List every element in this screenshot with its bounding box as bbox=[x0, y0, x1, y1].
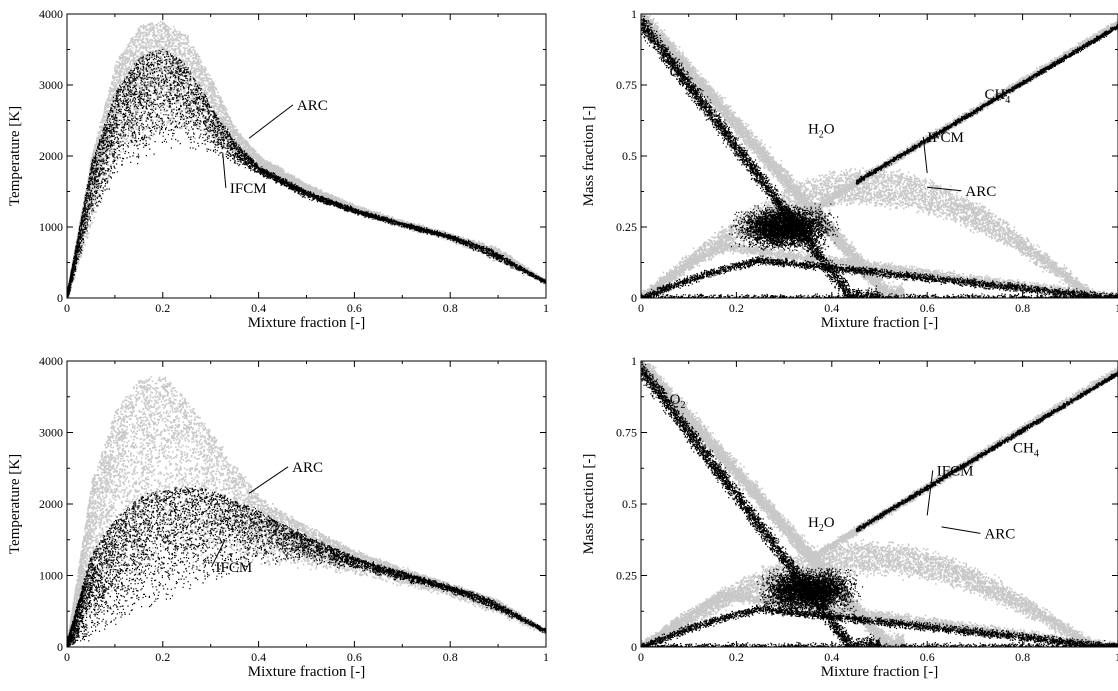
x-tick-label: 0.6 bbox=[347, 650, 362, 664]
series-arc-points bbox=[641, 14, 1118, 299]
y-tick-label: 2000 bbox=[39, 149, 63, 163]
annotation-pointer bbox=[927, 470, 933, 515]
annotation-pointer bbox=[249, 467, 288, 493]
series-arc-points bbox=[641, 361, 1118, 648]
y-tick-label: 0.75 bbox=[616, 78, 637, 92]
annotation-label: IFCM bbox=[927, 130, 964, 146]
y-tick-label: 0.25 bbox=[616, 569, 637, 583]
x-tick-label: 0.6 bbox=[347, 301, 362, 315]
species-label: H2O bbox=[808, 121, 835, 140]
y-tick-label: 0 bbox=[631, 291, 637, 305]
x-tick-label: 0.8 bbox=[443, 650, 458, 664]
series-ifcm-points bbox=[67, 486, 547, 648]
x-tick-label: 0.4 bbox=[251, 301, 266, 315]
y-tick-label: 0 bbox=[57, 291, 63, 305]
annotation-pointer bbox=[942, 527, 981, 533]
species-label: CH4 bbox=[1013, 441, 1039, 460]
x-tick-label: 0 bbox=[638, 650, 644, 664]
y-tick-label: 0 bbox=[57, 640, 63, 654]
x-axis-title: Mixture fraction [-] bbox=[248, 315, 365, 331]
y-tick-label: 0.25 bbox=[616, 220, 637, 234]
x-axis-title: Mixture fraction [-] bbox=[248, 664, 365, 680]
y-tick-label: 3000 bbox=[39, 426, 63, 440]
plot-area bbox=[641, 14, 1118, 299]
x-tick-label: 0.8 bbox=[443, 301, 458, 315]
plot-area bbox=[641, 361, 1118, 648]
panel-top-left: 0 0.2 0.4 0.6 0.8 1 0 1000 2000 3000 4000 Mixture f… bbox=[7, 7, 549, 331]
y-tick-label: 1000 bbox=[39, 569, 63, 583]
y-axis-title: Mass fraction [-] bbox=[581, 106, 597, 207]
annotation-label: IFCM bbox=[215, 560, 252, 576]
annotation-label: ARC bbox=[297, 98, 328, 114]
annotation-pointer bbox=[223, 152, 226, 187]
y-tick-label: 0.5 bbox=[622, 149, 637, 163]
x-tick-label: 0.2 bbox=[729, 650, 744, 664]
x-tick-label: 0.4 bbox=[251, 650, 266, 664]
plot-area bbox=[67, 376, 548, 650]
x-tick-label: 1 bbox=[543, 650, 549, 664]
plot-area bbox=[67, 21, 548, 300]
y-tick-label: 0.75 bbox=[616, 426, 637, 440]
x-tick-label: 1 bbox=[543, 301, 549, 315]
x-tick-label: 0.6 bbox=[920, 301, 935, 315]
series-arc-points bbox=[67, 376, 548, 650]
x-tick-label: 0.8 bbox=[1015, 650, 1030, 664]
x-tick-label: 0 bbox=[638, 301, 644, 315]
y-tick-label: 4000 bbox=[39, 354, 63, 368]
species-label: H2O bbox=[808, 515, 835, 534]
x-tick-label: 0.2 bbox=[729, 301, 744, 315]
y-tick-label: 4000 bbox=[39, 7, 63, 21]
x-tick-label: 0 bbox=[64, 650, 70, 664]
x-tick-label: 0 bbox=[64, 301, 70, 315]
annotation-label: ARC bbox=[984, 526, 1015, 542]
annotation-label: IFCM bbox=[937, 463, 974, 479]
x-tick-label: 0.2 bbox=[155, 301, 170, 315]
y-axis-title: Mass fraction [-] bbox=[581, 454, 597, 555]
x-tick-label: 0.6 bbox=[920, 650, 935, 664]
x-axis-title: Mixture fraction [-] bbox=[821, 315, 938, 331]
x-tick-label: 0.2 bbox=[155, 650, 170, 664]
annotation-label: ARC bbox=[292, 460, 323, 476]
panel-bottom-left: 0 0.2 0.4 0.6 0.8 1 0 1000 2000 3000 4000 Mixture f… bbox=[7, 354, 549, 680]
annotation-label: ARC bbox=[965, 184, 996, 200]
annotation-pointer bbox=[249, 105, 293, 138]
y-tick-label: 1 bbox=[631, 7, 637, 21]
y-tick-label: 2000 bbox=[39, 497, 63, 511]
y-tick-label: 1 bbox=[631, 354, 637, 368]
y-tick-label: 0 bbox=[631, 640, 637, 654]
y-tick-label: 0.5 bbox=[622, 497, 637, 511]
y-tick-label: 3000 bbox=[39, 78, 63, 92]
y-axis-title: Temperature [K] bbox=[7, 106, 23, 206]
y-tick-label: 1000 bbox=[39, 220, 63, 234]
annotation-label: IFCM bbox=[230, 181, 267, 197]
y-axis-title: Temperature [K] bbox=[7, 454, 23, 554]
x-tick-label: 0.8 bbox=[1015, 301, 1030, 315]
series-arc-points bbox=[67, 21, 548, 300]
x-tick-label: 0.4 bbox=[824, 301, 839, 315]
x-tick-label: 0.4 bbox=[824, 650, 839, 664]
x-axis-title: Mixture fraction [-] bbox=[821, 664, 938, 680]
